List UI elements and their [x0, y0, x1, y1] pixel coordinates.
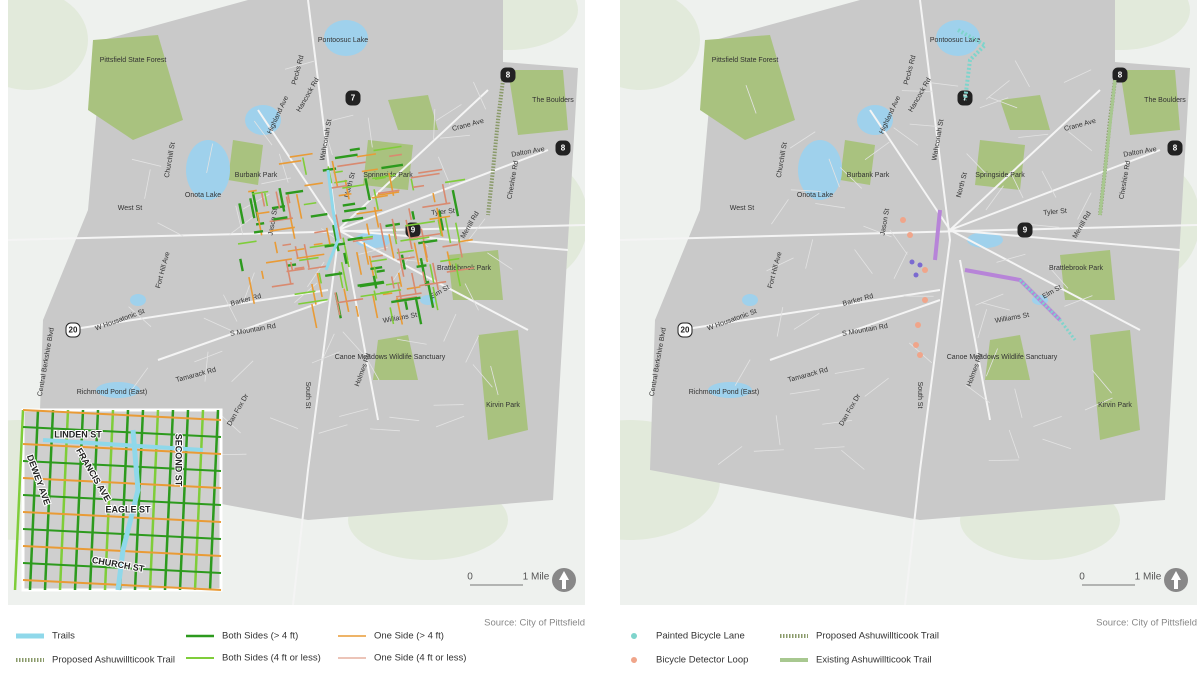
legend-swatch [631, 657, 637, 663]
place-label: Burbank Park [235, 172, 278, 179]
legend-label: Existing Ashuwillticook Trail [816, 655, 932, 666]
scale-zero: 0 [467, 572, 473, 583]
scale-mile: 1 Mile [1135, 572, 1162, 583]
route-number: 9 [411, 226, 416, 235]
route-number: 8 [1173, 144, 1178, 153]
legend-label: Both Sides (4 ft or less) [222, 653, 321, 664]
place-label: Onota Lake [185, 192, 221, 199]
legend-label: Both Sides (> 4 ft) [222, 631, 298, 642]
legend-label: Proposed Ashuwillticook Trail [816, 631, 939, 642]
legend-label: Painted Bicycle Lane [656, 631, 745, 642]
source: Source: City of Pittsfield [484, 618, 585, 629]
place-label: Richmond Pond (East) [77, 389, 147, 396]
route-number: 7 [963, 94, 968, 103]
place-label: South St [304, 382, 311, 409]
sidewalk [417, 265, 427, 266]
detector-loop [922, 297, 928, 303]
detector-loop [913, 342, 919, 348]
scale-zero: 0 [1079, 572, 1085, 583]
sidewalk [412, 211, 414, 219]
detector-loop [907, 232, 913, 238]
place-label: West St [118, 205, 142, 212]
detector-loop [922, 267, 928, 273]
place-label: Pittsfield State Forest [712, 57, 779, 64]
detector-loop [915, 322, 921, 328]
place-label: Brattlebrook Park [437, 265, 492, 272]
place-label: West St [730, 205, 754, 212]
place-label: Brattlebrook Park [1049, 265, 1104, 272]
lake [742, 294, 758, 306]
place-label: The Boulders [532, 97, 574, 104]
place-label: Richmond Pond (East) [689, 389, 759, 396]
lake [130, 294, 146, 306]
sidewalk [377, 270, 385, 271]
place-label: The Boulders [1144, 97, 1186, 104]
scale-mile: 1 Mile [523, 572, 550, 583]
painted-lane-point [910, 260, 915, 265]
place-label: Springside Park [975, 172, 1025, 179]
painted-lane-point [918, 263, 923, 268]
legend-label: One Side (> 4 ft) [374, 631, 444, 642]
place-label: Onota Lake [797, 192, 833, 199]
source: Source: City of Pittsfield [1096, 618, 1197, 629]
place-label: Pittsfield State Forest [100, 57, 167, 64]
place-label: Kirvin Park [486, 402, 520, 409]
inset-label: LINDEN ST [54, 429, 102, 439]
route-number: 20 [681, 326, 690, 335]
detector-loop [900, 217, 906, 223]
route-number: 20 [69, 326, 78, 335]
route-number: 7 [351, 94, 356, 103]
route-number: 9 [1023, 226, 1028, 235]
sidewalk [405, 301, 407, 309]
route-number: 8 [1118, 71, 1123, 80]
place-label: Canoe Meadows Wildlife Sanctuary [335, 354, 446, 361]
route-number: 8 [506, 71, 511, 80]
legend-label: Trails [52, 631, 75, 642]
detector-loop [917, 352, 923, 358]
sidewalk [254, 231, 263, 232]
legend-label: One Side (4 ft or less) [374, 653, 466, 664]
place-label: Canoe Meadows Wildlife Sanctuary [947, 354, 1058, 361]
painted-lane-point [914, 273, 919, 278]
legend-swatch [631, 633, 637, 639]
place-label: Burbank Park [847, 172, 890, 179]
place-label: Kirvin Park [1098, 402, 1132, 409]
place-label: South St [916, 382, 923, 409]
place-label: Pontoosuc Lake [318, 37, 368, 44]
inset-label: EAGLE ST [105, 504, 151, 514]
route-number: 8 [561, 144, 566, 153]
sidewalk [350, 149, 360, 150]
inset-label: SECOND ST [174, 434, 184, 487]
legend-label: Proposed Ashuwillticook Trail [52, 655, 175, 666]
legend-label: Bicycle Detector Loop [656, 655, 748, 666]
